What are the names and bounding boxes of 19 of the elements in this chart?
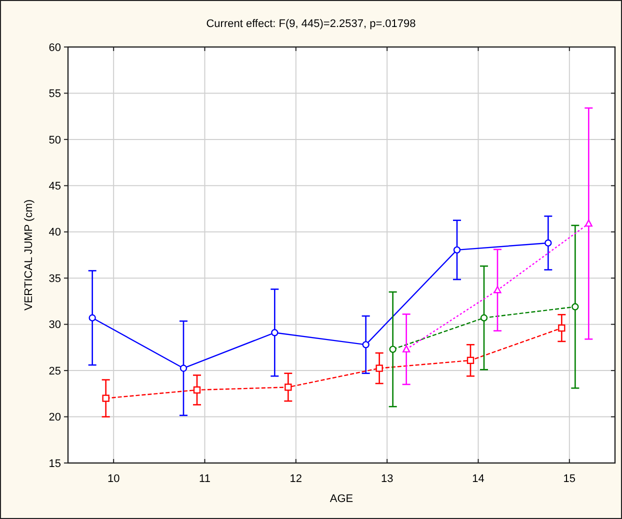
chart-title: Current effect: F(9, 445)=2.2537, p=.01798 (206, 18, 416, 30)
y-tick-label: 20 (48, 412, 61, 424)
x-axis-title: AGE (330, 493, 354, 505)
x-tick-label: 13 (380, 473, 394, 485)
y-tick-label: 35 (48, 272, 61, 285)
y-tick-label: 30 (48, 319, 61, 332)
y-tick-label: 15 (48, 458, 61, 470)
x-tick-label: 10 (107, 473, 120, 485)
y-tick-label: 55 (48, 88, 61, 100)
x-tick-label: 12 (290, 473, 302, 485)
y-tick-label: 50 (48, 134, 61, 146)
x-tick-label: 11 (199, 473, 210, 485)
y-tick-label: 40 (48, 226, 61, 239)
y-tick-label: 25 (48, 365, 61, 378)
y-tick-label: 60 (48, 42, 61, 54)
y-axis-title: VERTICAL JUMP (cm) (23, 199, 35, 311)
x-tick-label: 14 (472, 473, 484, 485)
x-tick-label: 15 (563, 473, 576, 485)
y-tick-label: 45 (48, 180, 61, 193)
